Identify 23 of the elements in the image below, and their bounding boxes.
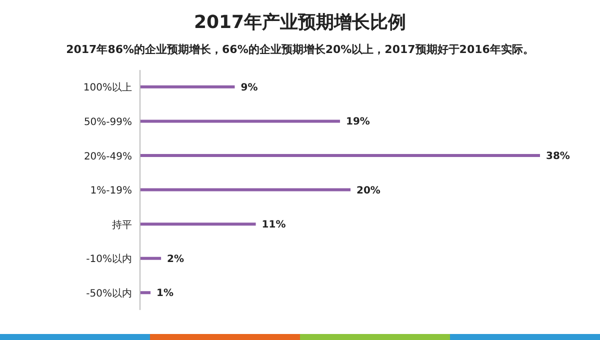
chart-title: 2017年产业预期增长比例 — [192, 11, 408, 34]
data-label: 2% — [167, 254, 184, 265]
data-label: 1% — [156, 288, 174, 300]
y-tick-label: 50%-99% — [84, 116, 132, 128]
y-tick-label: 1%-19% — [90, 186, 132, 197]
bar — [140, 222, 256, 226]
bar — [140, 188, 351, 192]
chart-subtitle: 2017年86%的企业预期增长，66%的企业预期增长20%以上，2017预期好于2016年实际。 — [65, 42, 535, 57]
y-tick-label: 20%-49% — [84, 151, 132, 162]
data-label: 9% — [240, 82, 258, 94]
bar — [140, 85, 235, 88]
y-tick-label: -10%以内 — [86, 253, 132, 266]
bar — [140, 120, 340, 123]
bar — [140, 256, 162, 260]
y-tick-label: -50%以内 — [86, 287, 132, 300]
bar — [140, 291, 151, 294]
bar — [140, 154, 540, 157]
data-label: 19% — [346, 116, 370, 128]
y-tick-label: 持平 — [112, 218, 132, 231]
y-tick-label: 100%以上 — [83, 82, 132, 94]
data-label: 11% — [262, 220, 286, 231]
data-label: 38% — [546, 151, 570, 162]
data-label: 20% — [356, 185, 380, 196]
